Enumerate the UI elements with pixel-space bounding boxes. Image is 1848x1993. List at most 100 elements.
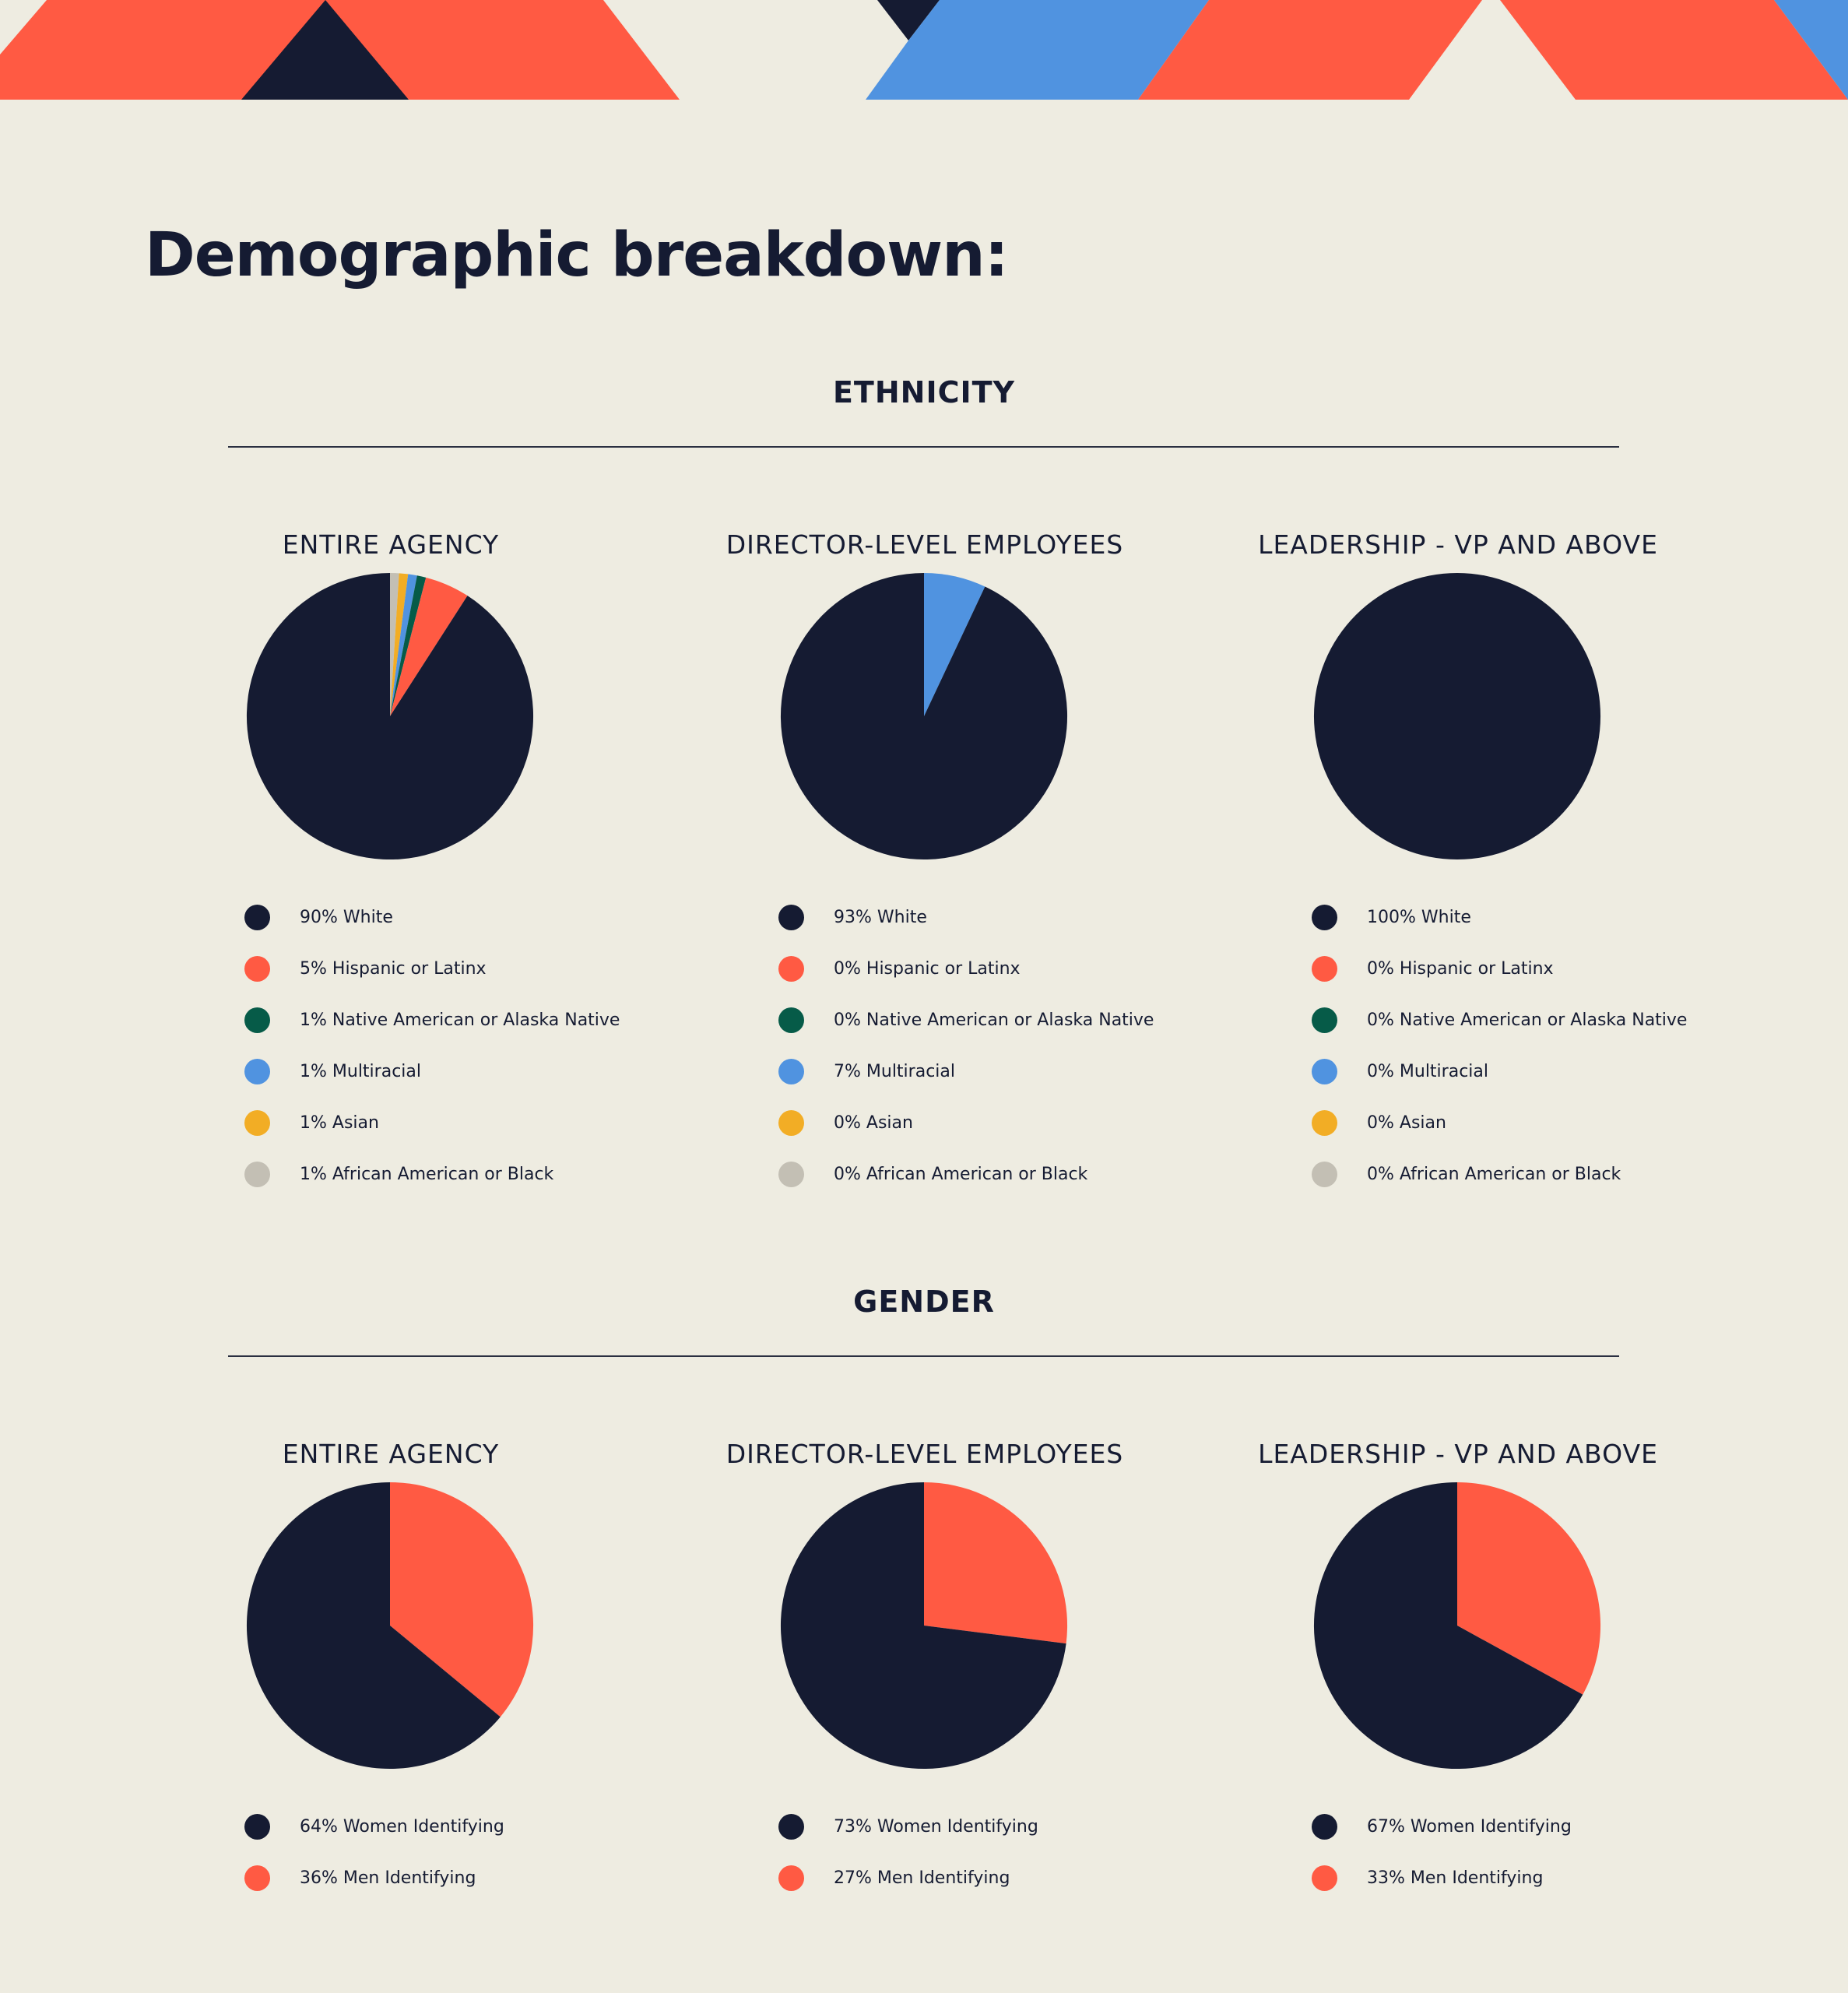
pie-chart <box>780 1482 1068 1770</box>
legend-item: 0% African American or Black <box>778 1148 1214 1200</box>
chart-title: ENTIRE AGENCY <box>282 1439 500 1469</box>
chart-title: LEADERSHIP - VP AND ABOVE <box>1258 1439 1658 1469</box>
legend-label: 64% Women Identifying <box>300 1816 504 1837</box>
legend-item: 5% Hispanic or Latinx <box>244 943 680 994</box>
legend-item: 1% African American or Black <box>244 1148 680 1200</box>
legend-swatch-icon <box>244 955 270 982</box>
chart-legend: 73% Women Identifying 27% Men Identifying <box>778 1801 1214 1903</box>
legend-label: 0% Hispanic or Latinx <box>1367 958 1554 979</box>
legend-item: 33% Men Identifying <box>1312 1852 1748 1903</box>
legend-label: 0% Asian <box>1367 1112 1446 1133</box>
legend-swatch-icon <box>1312 955 1337 982</box>
legend-label: 0% Hispanic or Latinx <box>834 958 1021 979</box>
section-title-ethnicity: ETHNICITY <box>832 375 1016 409</box>
legend-item: 0% Hispanic or Latinx <box>778 943 1214 994</box>
decorative-banner <box>0 0 1848 100</box>
legend-swatch-icon <box>1312 904 1337 930</box>
chart-legend: 100% White 0% Hispanic or Latinx 0% Native… <box>1312 891 1748 1200</box>
chart-title: ENTIRE AGENCY <box>282 529 500 560</box>
pie-slice-white <box>246 572 534 860</box>
pie-slice-multiracial <box>924 572 985 716</box>
legend-item: 90% White <box>244 891 680 943</box>
legend-item: 36% Men Identifying <box>244 1852 680 1903</box>
legend-swatch-icon <box>244 1865 270 1891</box>
chart-legend: 64% Women Identifying 36% Men Identifying <box>244 1801 680 1903</box>
legend-swatch-icon <box>244 1109 270 1136</box>
legend-swatch-icon <box>778 1109 804 1136</box>
pie-slice-african-american-or-black <box>390 572 399 716</box>
legend-label: 93% White <box>834 907 927 927</box>
legend-label: 1% Asian <box>300 1112 379 1133</box>
banner-blue-corner <box>1774 0 1848 100</box>
legend-label: 0% African American or Black <box>1367 1164 1621 1184</box>
legend-item: 0% Native American or Alaska Native <box>1312 994 1748 1046</box>
legend-label: 7% Multiracial <box>834 1061 955 1081</box>
chart-title: DIRECTOR-LEVEL EMPLOYEES <box>725 1439 1124 1469</box>
legend-swatch-icon <box>778 1007 804 1033</box>
legend-label: 27% Men Identifying <box>834 1868 1010 1888</box>
legend-label: 73% Women Identifying <box>834 1816 1038 1837</box>
legend-item: 0% Native American or Alaska Native <box>778 994 1214 1046</box>
legend-swatch-icon <box>244 1161 270 1187</box>
chart-legend: 93% White 0% Hispanic or Latinx 0% Native … <box>778 891 1214 1200</box>
pie-slice-hispanic-or-latinx <box>390 577 468 716</box>
legend-item: 27% Men Identifying <box>778 1852 1214 1903</box>
legend-label: 1% African American or Black <box>300 1164 554 1184</box>
legend-label: 67% Women Identifying <box>1367 1816 1572 1837</box>
legend-item: 1% Asian <box>244 1097 680 1148</box>
legend-item: 0% Asian <box>778 1097 1214 1148</box>
legend-item: 67% Women Identifying <box>1312 1801 1748 1852</box>
page-title: Demographic breakdown: <box>145 220 1009 290</box>
banner-navy-triangle <box>241 0 409 100</box>
legend-item: 73% Women Identifying <box>778 1801 1214 1852</box>
pie-slice-men-identifying <box>924 1482 1068 1644</box>
legend-label: 0% Asian <box>834 1112 913 1133</box>
pie-slice-men-identifying <box>390 1482 534 1717</box>
pie-slice-asian <box>390 573 409 716</box>
legend-label: 5% Hispanic or Latinx <box>300 958 487 979</box>
pie-slice-women-identifying <box>780 1482 1066 1770</box>
legend-label: 1% Native American or Alaska Native <box>300 1010 620 1030</box>
chart-title: LEADERSHIP - VP AND ABOVE <box>1258 529 1658 560</box>
pie-slice-white <box>780 572 1068 860</box>
legend-label: 0% Multiracial <box>1367 1061 1488 1081</box>
pie-chart <box>246 1482 534 1770</box>
legend-label: 100% White <box>1367 907 1471 927</box>
legend-label: 0% Native American or Alaska Native <box>834 1010 1154 1030</box>
legend-swatch-icon <box>244 904 270 930</box>
legend-swatch-icon <box>778 1865 804 1891</box>
pie-chart <box>780 572 1068 860</box>
legend-swatch-icon <box>1312 1007 1337 1033</box>
legend-label: 0% Native American or Alaska Native <box>1367 1010 1688 1030</box>
pie-slice-multiracial <box>390 574 417 716</box>
legend-swatch-icon <box>778 1058 804 1084</box>
legend-item: 0% Asian <box>1312 1097 1748 1148</box>
legend-label: 33% Men Identifying <box>1367 1868 1544 1888</box>
pie-slice-women-identifying <box>246 1482 501 1770</box>
legend-label: 0% African American or Black <box>834 1164 1088 1184</box>
pie-chart <box>1313 572 1601 860</box>
legend-swatch-icon <box>1312 1813 1337 1840</box>
legend-label: 90% White <box>300 907 393 927</box>
chart-legend: 67% Women Identifying 33% Men Identifying <box>1312 1801 1748 1903</box>
legend-item: 0% Multiracial <box>1312 1046 1748 1097</box>
legend-swatch-icon <box>1312 1109 1337 1136</box>
legend-item: 1% Native American or Alaska Native <box>244 994 680 1046</box>
legend-swatch-icon <box>244 1813 270 1840</box>
chart-legend: 90% White 5% Hispanic or Latinx 1% Native … <box>244 891 680 1200</box>
legend-item: 0% African American or Black <box>1312 1148 1748 1200</box>
legend-swatch-icon <box>244 1007 270 1033</box>
pie-chart <box>1313 1482 1601 1770</box>
legend-item: 93% White <box>778 891 1214 943</box>
pie-slice-men-identifying <box>1457 1482 1601 1695</box>
legend-swatch-icon <box>778 904 804 930</box>
banner-coral-shape-3 <box>1500 0 1848 100</box>
legend-item: 7% Multiracial <box>778 1046 1214 1097</box>
legend-item: 0% Hispanic or Latinx <box>1312 943 1748 994</box>
legend-label: 1% Multiracial <box>300 1061 421 1081</box>
section-divider <box>228 1355 1619 1357</box>
legend-item: 64% Women Identifying <box>244 1801 680 1852</box>
legend-item: 1% Multiracial <box>244 1046 680 1097</box>
legend-swatch-icon <box>778 1161 804 1187</box>
legend-swatch-icon <box>1312 1161 1337 1187</box>
